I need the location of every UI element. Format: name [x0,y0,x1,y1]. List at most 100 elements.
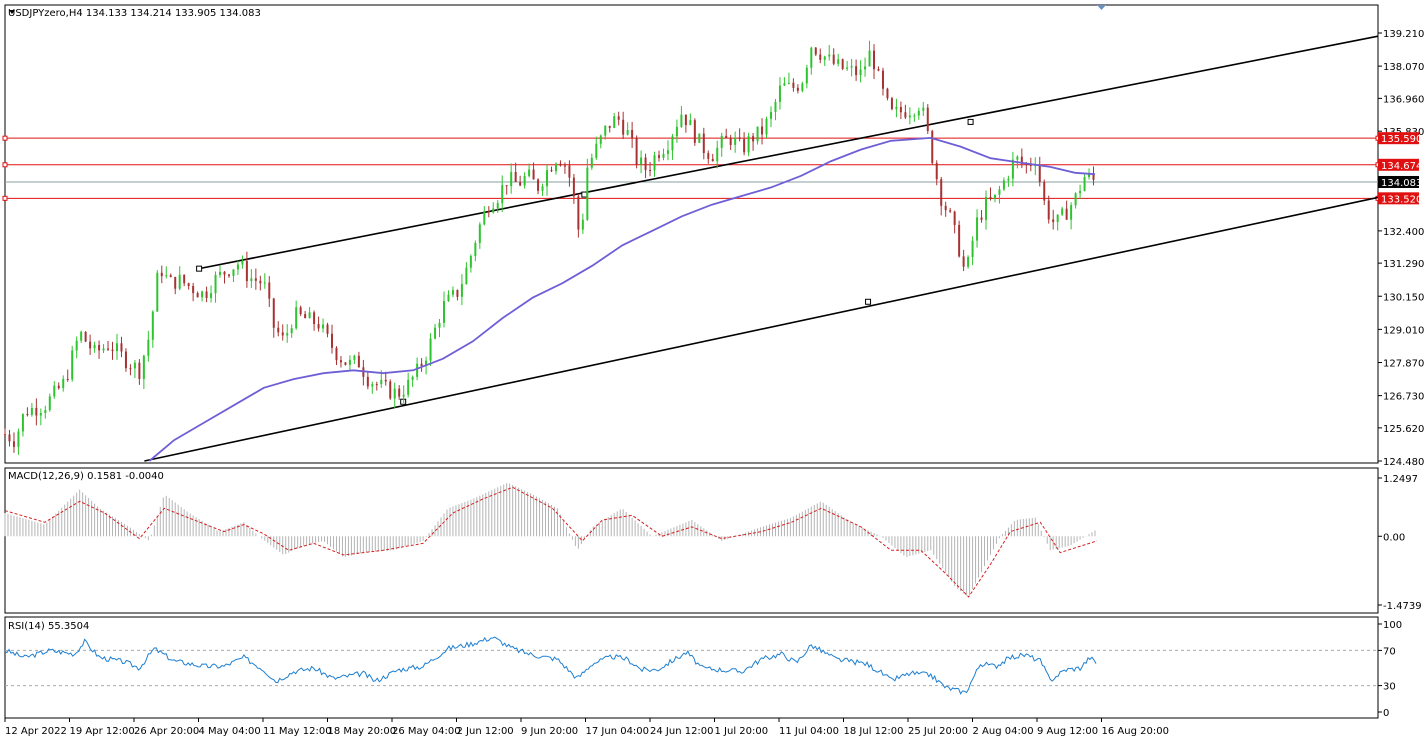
candle-body [985,196,988,220]
candle-body [308,312,311,319]
candle-body [666,150,669,154]
candle-body [62,378,65,389]
level-price-label: 135.590 [1381,134,1422,145]
candle-body [133,362,136,369]
candle-body [563,165,566,167]
candle-body [864,66,867,70]
candle-body [519,181,522,186]
candle-body [998,189,1001,195]
candle-body [371,384,374,387]
candle-body [425,360,428,367]
candle-body [953,211,956,225]
macd-tick-label: 1.2497 [1383,474,1418,485]
level-anchor-left [2,162,8,168]
candle-body [263,282,266,284]
candle-body [935,163,938,180]
x-tick-label: 26 Apr 20:00 [134,726,199,737]
candle-body [232,269,235,276]
candle-body [492,208,495,213]
candle-body [35,407,38,416]
candle-body [4,434,6,436]
candle-body [989,196,992,199]
candle-body [752,136,755,142]
candle-body [1011,159,1014,179]
candle-body [613,116,616,128]
macd-tick-label: -1.4739 [1383,601,1422,612]
candle-body [783,83,786,86]
candle-body [729,138,732,145]
candle-body [931,130,934,164]
candle-body [53,385,56,397]
candle-body [796,87,799,91]
candle-body [416,363,419,377]
candle-body [268,282,271,299]
macd-panel-frame [4,467,1379,614]
candle-body [1043,182,1046,201]
candle-body [80,331,83,341]
candle-body [75,340,78,351]
rsi-tick-label: 30 [1383,682,1396,693]
candle-body [1002,180,1005,190]
candle-body [1007,178,1010,181]
price-panel [2,35,1381,462]
candle-body [747,136,750,153]
x-tick-label: 4 May 04:00 [199,726,261,737]
candle-body [680,114,683,127]
candle-body [761,126,764,135]
candle-body [707,153,710,159]
candle-body [716,147,719,162]
candle-body [720,135,723,148]
candle-body [165,275,168,277]
candle-body [98,344,101,351]
candle-body [398,388,401,397]
panel-frames [4,4,1379,719]
candle-body [734,137,737,145]
candle-body [922,107,925,111]
candle-body [1092,173,1095,180]
candle-body [792,82,795,88]
candle-body [434,327,437,339]
candle-body [644,157,647,171]
candle-body [277,327,280,333]
candle-body [684,114,687,126]
candle-body [447,294,450,302]
price-tick-label: 124.480 [1383,457,1424,468]
candle-body [411,376,414,380]
candle-body [913,115,916,117]
candle-body [169,275,172,277]
macd-signal-line [4,486,1098,598]
candle-body [805,67,808,84]
candle-body [859,69,862,76]
rsi-line [4,636,1097,695]
candle-body [608,125,611,128]
candle-body [84,331,87,342]
candle-body [326,324,329,334]
candle-body [93,344,96,349]
candle-body [348,359,351,365]
candle-body [595,143,598,158]
rsi-panel [4,636,1378,695]
candle-body [219,271,222,275]
candle-body [711,158,714,162]
level-price-tag [1378,158,1419,171]
trendline-anchor [865,298,872,305]
level-anchor-left [2,195,8,201]
candle-body [546,170,549,187]
trendline-anchor [196,265,203,272]
dropdown-icon [9,10,15,14]
candle-body [949,210,952,212]
candle-body [622,119,625,135]
candle-body [675,126,678,137]
candle-body [823,56,826,60]
candle-body [223,271,226,275]
candle-body [39,412,42,416]
price-tick-label: 132.400 [1383,227,1424,238]
candle-body [442,301,445,323]
current-price-tag [1378,175,1419,188]
x-tick-label: 25 Jul 20:00 [908,726,968,737]
candle-body [1083,177,1086,191]
candle-body [1038,165,1041,183]
candle-body [635,138,638,165]
x-tick-label: 26 May 04:00 [392,726,461,737]
